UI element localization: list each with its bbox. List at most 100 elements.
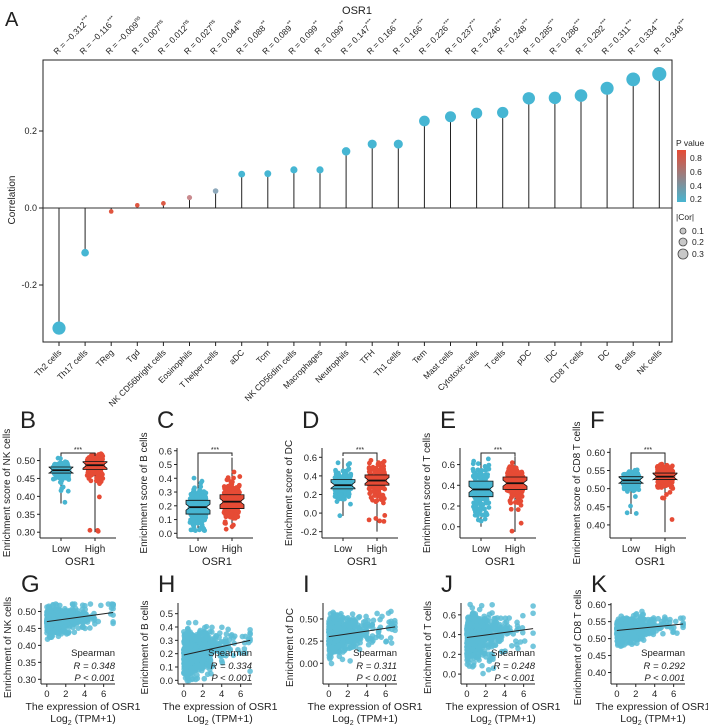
- data-point: [506, 615, 513, 621]
- data-point: [471, 491, 477, 497]
- data-point: [469, 653, 476, 659]
- data-point: [226, 494, 231, 500]
- data-point: [197, 627, 204, 634]
- x-axis-unit-label: Log2 (TPM+1): [470, 713, 535, 725]
- lollipop-point: [135, 203, 140, 208]
- data-point: [507, 499, 513, 504]
- data-point: [374, 473, 380, 479]
- unit-base: Log: [470, 713, 488, 725]
- data-point: [198, 525, 204, 531]
- data-point: [509, 460, 515, 466]
- data-point: [222, 486, 228, 492]
- data-point: [347, 637, 353, 644]
- data-point: [192, 619, 199, 626]
- data-point: [109, 601, 115, 607]
- data-point: [189, 518, 195, 523]
- data-point: [336, 653, 343, 660]
- significance-mark: ***: [521, 18, 531, 28]
- data-point: [347, 658, 353, 664]
- significance-bracket: [60, 452, 96, 456]
- data-point: [509, 528, 515, 534]
- data-point: [48, 630, 55, 637]
- significance-mark: ***: [81, 14, 91, 24]
- data-point: [110, 612, 116, 618]
- data-point: [514, 627, 520, 633]
- lollipop-point: [161, 201, 166, 206]
- data-point: [374, 485, 380, 491]
- data-point: [381, 500, 386, 506]
- y-tick-label: 0.2: [442, 502, 455, 513]
- data-point: [374, 610, 380, 617]
- data-point: [356, 646, 363, 653]
- data-point: [659, 466, 665, 472]
- panel-letter-a: A: [5, 9, 19, 31]
- data-point: [96, 468, 101, 474]
- data-point: [667, 482, 673, 488]
- data-point: [475, 461, 481, 466]
- data-point: [669, 463, 675, 469]
- data-point: [230, 652, 237, 659]
- y-axis-label: Enrichment of NK cells: [3, 597, 14, 698]
- data-point: [382, 486, 388, 492]
- data-point: [182, 633, 189, 639]
- data-point: [204, 661, 211, 667]
- data-point: [530, 630, 536, 636]
- y-tick-label: 0.40: [18, 641, 37, 652]
- size-legend-circle: [678, 237, 688, 247]
- data-point: [465, 649, 471, 656]
- x-tick-label: Tcm: [254, 347, 272, 365]
- data-point: [368, 495, 374, 501]
- lollipop-point: [52, 321, 66, 335]
- data-point: [482, 636, 489, 643]
- data-point: [337, 492, 343, 498]
- data-point: [227, 487, 232, 492]
- panel-letter: C: [157, 407, 174, 434]
- lollipop-point: [290, 166, 298, 174]
- lollipop-point: [367, 139, 377, 149]
- data-point: [188, 643, 194, 650]
- unit-subscript: 2: [488, 720, 492, 725]
- lollipop-point: [574, 89, 588, 102]
- data-point: [476, 479, 482, 484]
- x-tick-label: T cells: [483, 347, 507, 371]
- data-point: [231, 475, 236, 481]
- data-point: [517, 493, 523, 499]
- data-point: [183, 638, 190, 645]
- panel-letter: H: [158, 571, 175, 598]
- significance-mark: ***: [547, 18, 557, 28]
- lollipop-point: [419, 115, 430, 127]
- data-point: [382, 513, 388, 518]
- data-point: [242, 650, 248, 656]
- stat-method: Spearman: [491, 648, 535, 659]
- stat-method: Spearman: [353, 648, 397, 659]
- x-axis-unit-label: Log2 (TPM+1): [187, 713, 252, 725]
- data-point: [492, 642, 499, 648]
- box-outline: [219, 494, 245, 509]
- y-axis-label: Enrichment score of CD8 T cells: [572, 421, 583, 564]
- data-point: [197, 514, 203, 519]
- x-tick-label: aDC: [227, 347, 246, 366]
- data-point: [470, 461, 476, 467]
- y-tick-label: 0.2: [443, 650, 456, 661]
- data-point: [374, 498, 380, 504]
- y-tick-label: 0.0: [442, 522, 455, 533]
- data-point: [95, 528, 101, 533]
- data-point: [530, 610, 536, 617]
- x-tick-label: 0: [44, 689, 49, 700]
- lollipop-point: [470, 107, 483, 119]
- legend-cor-title: |Cor|: [676, 212, 694, 222]
- data-point: [222, 519, 228, 525]
- data-point: [632, 494, 638, 499]
- regression-line: [328, 626, 396, 638]
- data-point: [515, 507, 521, 513]
- x-axis-unit-label: Log2 (TPM+1): [332, 713, 397, 725]
- data-point: [217, 630, 223, 636]
- data-point: [337, 616, 343, 622]
- y-tick-label: 0.30: [17, 528, 36, 539]
- stat-p: P < 0.001: [356, 673, 397, 684]
- data-point: [327, 624, 334, 631]
- data-point: [231, 503, 237, 509]
- data-point: [484, 623, 491, 630]
- data-point: [481, 482, 487, 488]
- y-tick-label: 0.0: [24, 203, 37, 213]
